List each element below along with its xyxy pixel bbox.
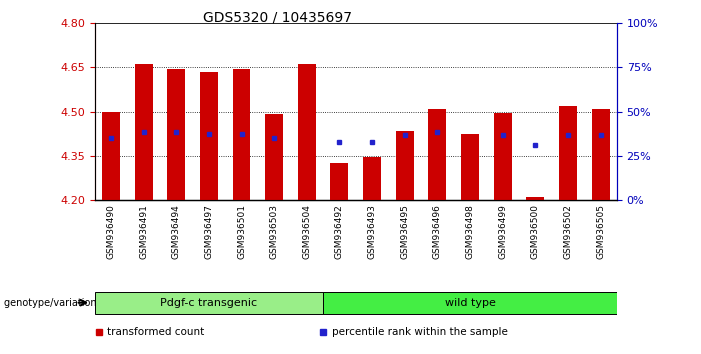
Text: GSM936492: GSM936492	[335, 204, 344, 259]
Text: GSM936498: GSM936498	[465, 204, 475, 259]
Bar	[330, 163, 348, 200]
Text: GSM936494: GSM936494	[172, 204, 181, 259]
Bar	[168, 69, 185, 200]
Text: GSM936499: GSM936499	[498, 204, 507, 259]
Bar	[233, 69, 250, 200]
Text: transformed count: transformed count	[107, 327, 205, 337]
Text: GSM936500: GSM936500	[531, 204, 540, 259]
FancyBboxPatch shape	[95, 292, 323, 314]
Text: GSM936501: GSM936501	[237, 204, 246, 259]
Text: GDS5320 / 10435697: GDS5320 / 10435697	[203, 11, 352, 25]
Bar	[428, 109, 447, 200]
Text: Pdgf-c transgenic: Pdgf-c transgenic	[161, 298, 257, 308]
Bar	[298, 64, 315, 200]
Bar	[494, 113, 512, 200]
Text: wild type: wild type	[444, 298, 496, 308]
Bar	[526, 197, 544, 200]
Text: genotype/variation: genotype/variation	[4, 298, 100, 308]
Text: GSM936505: GSM936505	[596, 204, 605, 259]
Text: GSM936502: GSM936502	[564, 204, 573, 259]
Bar	[559, 105, 577, 200]
Text: GSM936490: GSM936490	[107, 204, 116, 259]
Text: GSM936496: GSM936496	[433, 204, 442, 259]
Bar	[135, 64, 153, 200]
Bar	[396, 131, 414, 200]
Text: percentile rank within the sample: percentile rank within the sample	[332, 327, 508, 337]
Text: GSM936504: GSM936504	[302, 204, 311, 259]
Text: GSM936495: GSM936495	[400, 204, 409, 259]
Text: GSM936493: GSM936493	[367, 204, 376, 259]
Text: GSM936497: GSM936497	[205, 204, 213, 259]
Bar	[265, 114, 283, 200]
Bar	[592, 109, 610, 200]
Bar	[200, 72, 218, 200]
Text: GSM936503: GSM936503	[270, 204, 279, 259]
Bar	[461, 134, 479, 200]
Bar	[102, 112, 120, 200]
Bar	[363, 157, 381, 200]
Text: GSM936491: GSM936491	[139, 204, 148, 259]
FancyBboxPatch shape	[323, 292, 617, 314]
